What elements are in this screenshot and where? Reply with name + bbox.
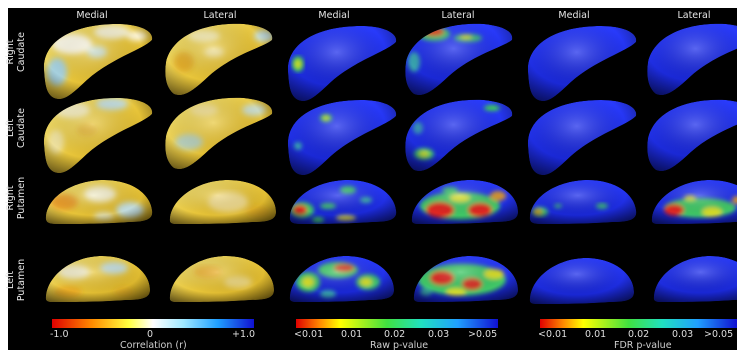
left-putamen-correlation-lateral <box>169 256 274 302</box>
left-putamen-fdr-lateral <box>653 256 737 302</box>
left-putamen-fdr-medial <box>529 258 634 304</box>
left-caudate-fdr-lateral <box>647 99 737 172</box>
colorbar-raw-p <box>296 319 498 328</box>
left-caudate-raw-medial <box>287 100 397 176</box>
right-putamen-raw-medial <box>289 180 397 224</box>
colorbar-raw-tick-3: 0.03 <box>428 329 450 340</box>
right-caudate-correlation-lateral <box>165 23 273 96</box>
colorbar-raw-tick-4: >0.05 <box>468 329 498 340</box>
colorbar-fdr-tick-3: 0.03 <box>672 329 694 340</box>
right-putamen-fdr-lateral <box>651 180 737 224</box>
colorbar-correlation-tick-max: +1.0 <box>232 329 256 340</box>
colorbar-raw-tick-2: 0.02 <box>384 329 406 340</box>
colorbar-correlation-tick-mid: 0 <box>147 329 154 340</box>
left-caudate-correlation-medial <box>43 98 153 174</box>
colorbar-fdr-title: FDR p-value <box>614 340 672 350</box>
colorbar-raw-title: Raw p-value <box>370 340 429 350</box>
right-caudate-raw-lateral <box>405 23 513 96</box>
left-putamen-raw-medial <box>289 256 394 302</box>
column-header-fdr-lateral: Lateral <box>677 10 711 21</box>
column-header-raw-medial: Medial <box>318 10 350 21</box>
right-caudate-correlation-medial <box>43 24 153 100</box>
colorbar-correlation-title: Correlation (r) <box>120 340 187 350</box>
colorbar-fdr-tick-4: >0.05 <box>704 329 734 340</box>
colorbar-fdr-tick-1: 0.01 <box>585 329 607 340</box>
left-putamen-raw-lateral <box>413 256 518 302</box>
column-header-correlation-lateral: Lateral <box>203 10 237 21</box>
right-caudate-fdr-lateral <box>647 23 737 96</box>
left-putamen-correlation-medial <box>45 256 150 302</box>
left-caudate-correlation-lateral <box>165 97 273 170</box>
right-putamen-raw-lateral <box>411 180 518 224</box>
colorbar-fdr-tick-2: 0.02 <box>628 329 650 340</box>
right-caudate-raw-medial <box>287 26 397 102</box>
column-header-fdr-medial: Medial <box>558 10 590 21</box>
colorbar-fdr-tick-0: <0.01 <box>538 329 568 340</box>
right-putamen-fdr-medial <box>529 180 637 224</box>
colorbar-raw-tick-0: <0.01 <box>294 329 324 340</box>
left-caudate-raw-lateral <box>405 99 513 172</box>
column-header-correlation-medial: Medial <box>76 10 108 21</box>
figure-panel: Medial Lateral Medial Lateral Medial Lat… <box>5 8 737 350</box>
colorbar-correlation <box>52 319 254 328</box>
colorbar-correlation-tick-min: -1.0 <box>50 329 69 340</box>
left-caudate-fdr-medial <box>527 100 637 176</box>
column-header-raw-lateral: Lateral <box>441 10 475 21</box>
right-caudate-fdr-medial <box>527 26 637 102</box>
right-putamen-correlation-medial <box>45 180 153 224</box>
colorbar-fdr-p <box>540 319 737 328</box>
right-putamen-correlation-lateral <box>169 180 276 224</box>
surface-renderings <box>43 23 737 304</box>
colorbar-raw-tick-1: 0.01 <box>341 329 363 340</box>
